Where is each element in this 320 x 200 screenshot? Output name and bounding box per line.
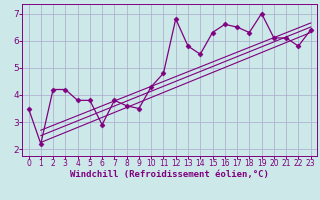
X-axis label: Windchill (Refroidissement éolien,°C): Windchill (Refroidissement éolien,°C): [70, 170, 269, 179]
